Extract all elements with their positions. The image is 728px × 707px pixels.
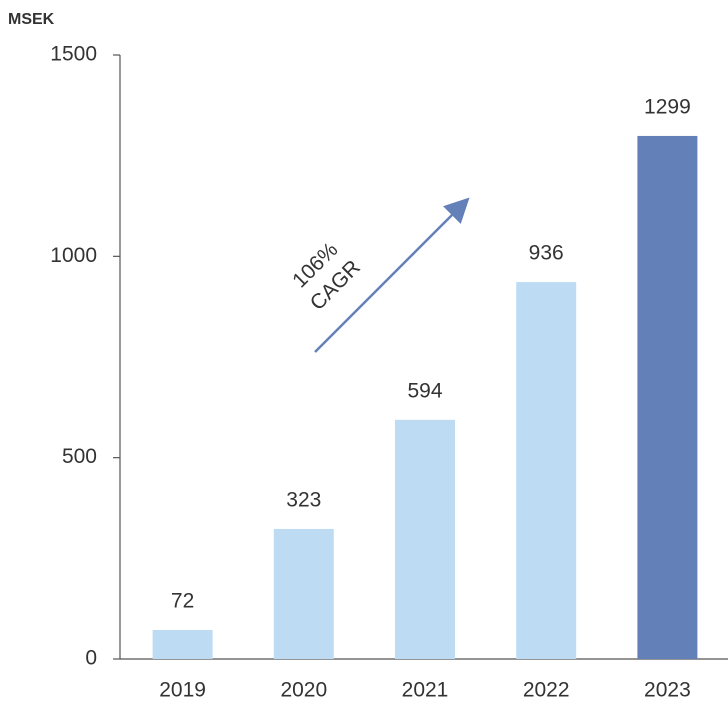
bar	[273, 528, 334, 659]
bar	[152, 630, 213, 659]
bar	[395, 419, 455, 659]
x-tick-label: 2021	[402, 679, 449, 702]
y-tick-label: 1000	[50, 244, 97, 267]
x-tick-label: 2023	[644, 679, 691, 702]
cagr-arrow	[314, 197, 470, 353]
y-tick-label: 500	[62, 445, 97, 468]
bar	[516, 282, 577, 659]
x-tick-label: 2022	[523, 679, 570, 702]
y-axis-label: MSEK	[8, 11, 55, 28]
value-label: 936	[529, 242, 564, 265]
x-tick-label: 2019	[159, 679, 206, 702]
value-label: 594	[407, 379, 442, 402]
y-tick-label: 0	[85, 647, 97, 670]
value-label: 323	[286, 488, 321, 511]
y-tick-label: 1500	[50, 43, 97, 66]
value-label: 1299	[644, 95, 691, 118]
value-label: 72	[171, 590, 194, 613]
bar	[637, 135, 698, 659]
x-tick-label: 2020	[280, 679, 327, 702]
